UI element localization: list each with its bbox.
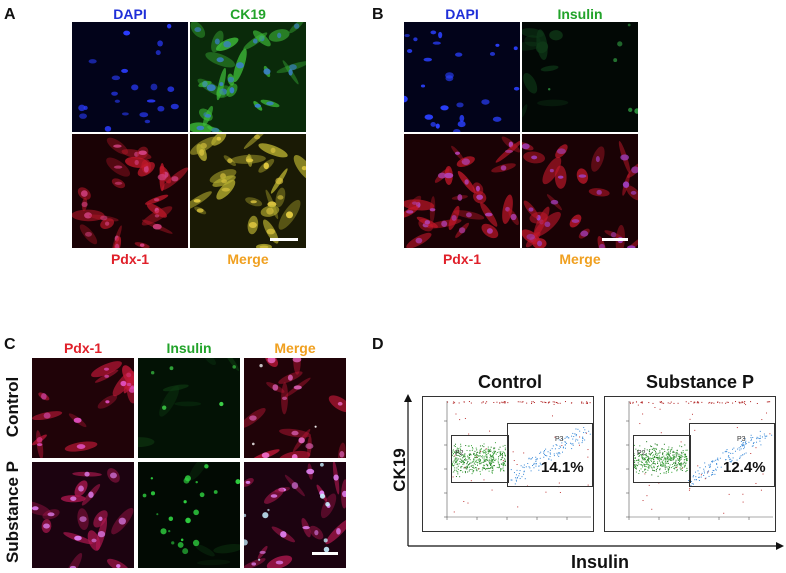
panel-d-control-title: Control <box>478 372 542 392</box>
panel-b-pdx1-label: Pdx-1 <box>442 251 482 267</box>
panel-d-axes <box>404 394 784 550</box>
gate-p3-label: P3 <box>737 436 746 443</box>
panel-b-dapi-label: DAPI <box>445 6 479 22</box>
panel-d-substance-p-title: Substance P <box>645 372 755 392</box>
panel-b-insulin-label: Insulin <box>557 6 603 22</box>
panel-a-ck19-label: CK19 <box>230 6 266 22</box>
panel-b-merge-image <box>522 134 638 248</box>
scale-bar <box>312 552 338 555</box>
panel-c-letter: C <box>4 336 16 353</box>
gate-p2-label: P2 <box>455 450 464 457</box>
gate-p3 <box>689 423 775 487</box>
panel-a-dapi-label: DAPI <box>113 6 147 22</box>
panel-c-merge-label: Merge <box>274 340 316 356</box>
gate-p2 <box>451 435 509 483</box>
panel-a-dapi-image <box>72 22 188 132</box>
panel-c-pdx1-label: Pdx-1 <box>63 340 103 356</box>
panel-b-letter: B <box>372 6 384 23</box>
scale-bar <box>270 238 298 241</box>
panel-c-substance-p-insulin-image <box>138 462 240 568</box>
percentage-control: 14.1% <box>541 459 584 476</box>
panel-b-merge-label: Merge <box>559 251 601 267</box>
panel-d-y-axis-label: CK19 <box>390 448 409 492</box>
gate-p2 <box>633 435 691 483</box>
panel-c-control-pdx1-image <box>32 358 134 458</box>
panel-c-substance-p-pdx1-image <box>32 462 134 568</box>
panel-a-merge-label: Merge <box>227 251 269 267</box>
gate-p3 <box>507 423 593 487</box>
panel-b-insulin-image <box>522 22 638 132</box>
row-label-substance-p: Substance P <box>3 460 22 564</box>
panel-d-letter: D <box>372 336 384 353</box>
panel-c-control-merge-image <box>244 358 346 458</box>
panel-a-merge-image <box>190 134 306 248</box>
panel-a-ck19-image <box>190 22 306 132</box>
percentage-substance-p: 12.4% <box>723 459 766 476</box>
gate-p3-label: P3 <box>555 436 564 443</box>
panel-c-substance-p-merge-image <box>244 462 346 568</box>
panel-d-x-axis-label: Insulin <box>571 552 629 572</box>
panel-a-pdx1-image <box>72 134 188 248</box>
panel-b-pdx1-image <box>404 134 520 248</box>
gate-p2-label: P2 <box>637 450 646 457</box>
panel-a-pdx1-label: Pdx-1 <box>110 251 150 267</box>
flow-plot-control: P2 P3 14.1% <box>422 396 594 532</box>
scale-bar <box>602 238 628 241</box>
flow-plot-substance-p: P2 P3 12.4% <box>604 396 776 532</box>
panel-a-letter: A <box>4 6 16 23</box>
row-label-control: Control <box>3 376 22 438</box>
panel-b-dapi-image <box>404 22 520 132</box>
panel-c-control-insulin-image <box>138 358 240 458</box>
panel-c-insulin-label: Insulin <box>166 340 212 356</box>
